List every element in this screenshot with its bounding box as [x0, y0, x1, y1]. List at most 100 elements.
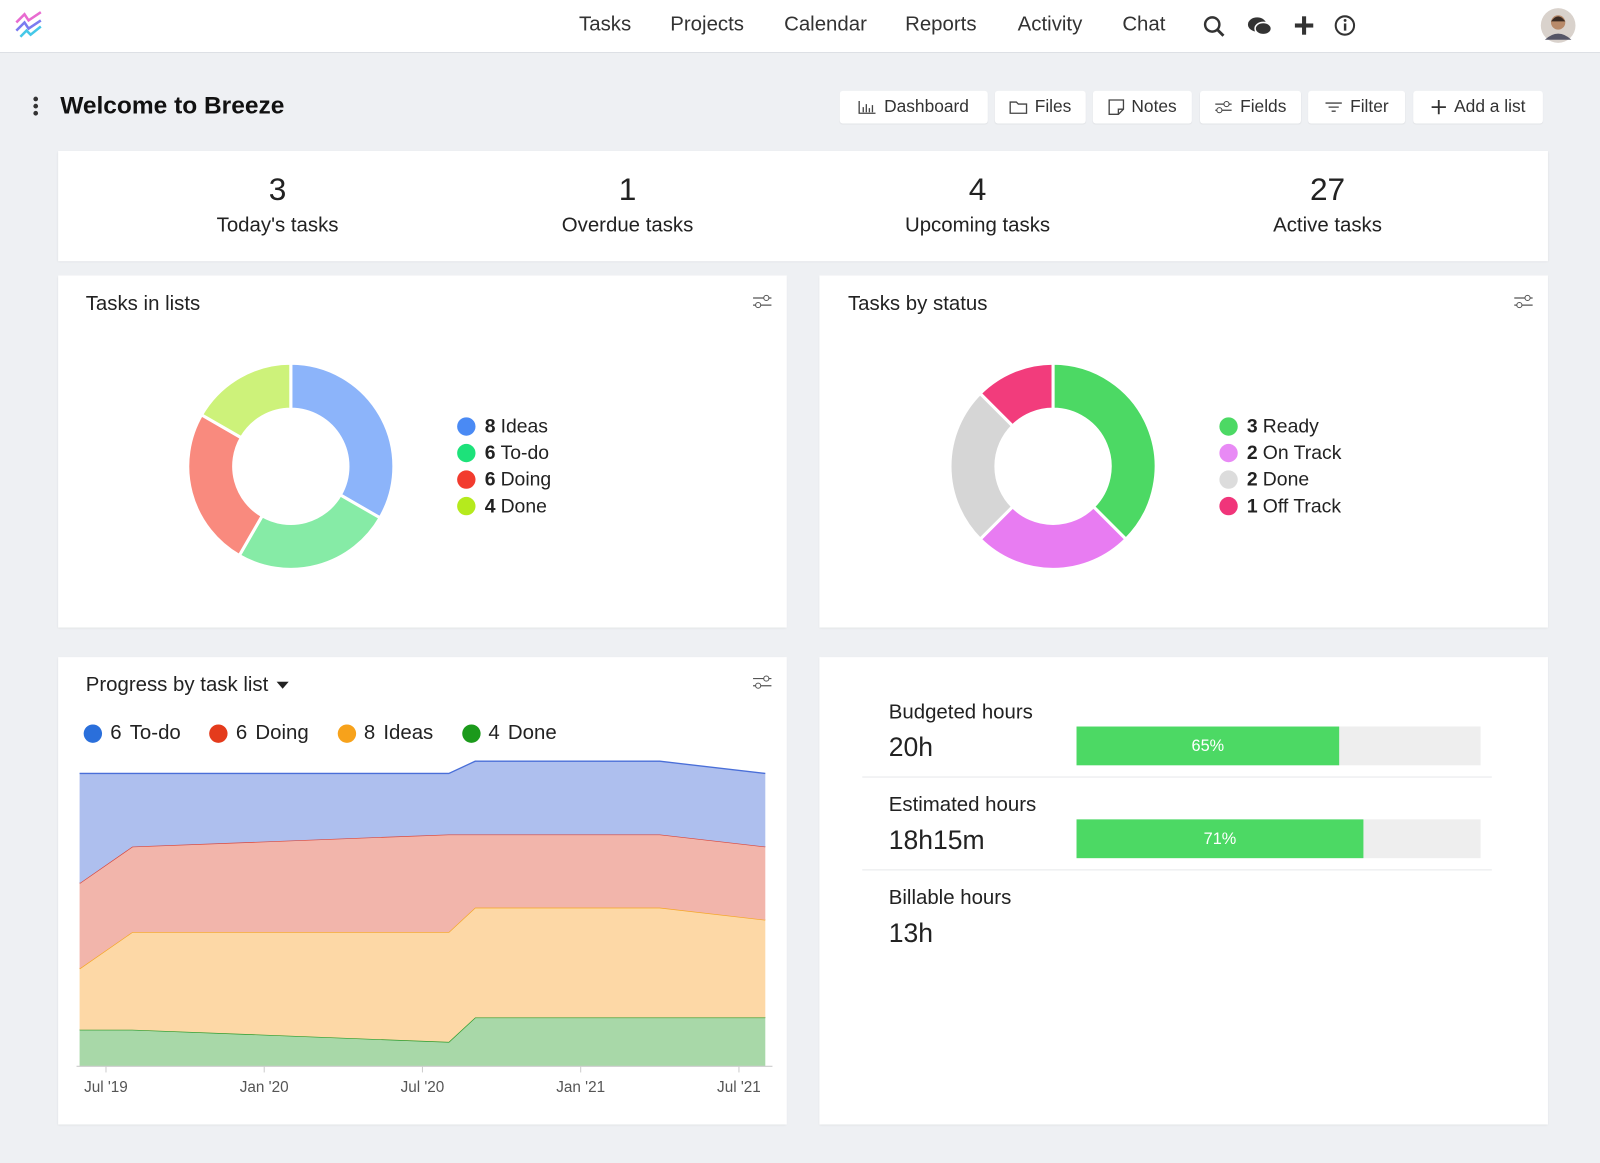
legend-dot	[1219, 417, 1238, 436]
add-list-button[interactable]: Add a list	[1413, 90, 1543, 124]
notes-button[interactable]: Notes	[1092, 90, 1192, 124]
nav-item[interactable]: Calendar	[784, 13, 867, 36]
legend-dot	[461, 723, 481, 743]
title-text: Progress by task list	[85, 673, 269, 696]
progress-fill	[1076, 819, 1364, 859]
legend: 6 To-do 6 Doing 8 Ideas 4 Done	[83, 721, 557, 744]
legend-label: Ideas	[501, 416, 548, 438]
nav-item[interactable]: Tasks	[579, 13, 632, 36]
progress-label: 71%	[1204, 830, 1237, 848]
legend-item: 8 Ideas	[337, 721, 433, 744]
hours-label: Billable hours	[888, 886, 1012, 910]
slice	[199, 361, 293, 440]
card-title: Tasks by status	[847, 292, 988, 316]
icon	[1431, 99, 1446, 115]
stat-value: 3	[268, 171, 287, 208]
legend-count: 2	[1247, 442, 1258, 464]
nav-icons	[1203, 15, 1356, 37]
tasks-by-status-card	[819, 275, 1548, 628]
tasks-in-lists-card	[58, 275, 787, 628]
stat: 1 Overdue tasks	[474, 171, 780, 237]
legend-label: Ideas	[383, 721, 434, 744]
legend-dot	[83, 723, 103, 743]
separator	[862, 776, 1492, 778]
slice	[1051, 361, 1158, 542]
hours-value: 18h15m	[888, 824, 985, 856]
files-button[interactable]: Files	[994, 90, 1086, 124]
legend-count: 2	[1247, 469, 1258, 491]
area-edge	[79, 760, 766, 775]
legend-dot	[1219, 443, 1238, 463]
icon	[858, 101, 876, 114]
fields-button[interactable]: Fields	[1199, 90, 1302, 124]
dashboard-button[interactable]: Dashboard	[839, 90, 988, 124]
legend-dot	[457, 496, 476, 516]
progress-label: 65%	[1192, 737, 1225, 755]
slice	[978, 504, 1129, 571]
legend-count: 8	[485, 416, 496, 438]
button-label: Add a list	[1454, 96, 1526, 117]
stat-label: Today's tasks	[216, 214, 339, 237]
slice	[978, 361, 1055, 429]
search-icon[interactable]	[1203, 16, 1225, 37]
separator	[862, 869, 1492, 871]
settings-icon[interactable]	[753, 675, 772, 689]
legend-count: 4	[488, 721, 500, 744]
nav-item[interactable]: Activity	[1017, 13, 1083, 36]
x-tick-label: Jan '21	[556, 1079, 605, 1096]
button-label: Dashboard	[884, 96, 969, 117]
chat-icon[interactable]	[1247, 17, 1273, 36]
menu-dots[interactable]	[31, 95, 41, 119]
legend-dot	[457, 417, 476, 436]
avatar[interactable]	[1540, 7, 1577, 44]
stat-label: Overdue tasks	[561, 214, 694, 237]
legend-count: 6	[485, 469, 496, 491]
legend-dot	[457, 470, 476, 489]
card-title[interactable]: Progress by task list	[86, 673, 289, 696]
slice	[186, 412, 265, 558]
legend-count: 1	[1247, 495, 1258, 517]
area	[79, 834, 766, 969]
logo[interactable]	[14, 10, 45, 41]
area	[79, 907, 766, 1042]
legend-label: Off Track	[1263, 495, 1342, 517]
card-title: Tasks in lists	[85, 292, 201, 316]
area	[79, 761, 766, 884]
page-title: Welcome to Breeze	[60, 91, 285, 120]
slice	[289, 361, 396, 520]
hours-label: Budgeted hours	[888, 701, 1033, 724]
stat-value: 27	[1309, 171, 1346, 208]
filter-button[interactable]: Filter	[1308, 90, 1406, 124]
legend-count: 3	[1247, 416, 1258, 438]
legend-label: Done	[1263, 469, 1309, 491]
caret	[276, 681, 289, 689]
legend-label: To-do	[129, 721, 181, 744]
nav-item[interactable]: Reports	[905, 13, 977, 36]
stat: 27 Active tasks	[1174, 171, 1480, 237]
legend-item: 4 Done	[461, 721, 557, 744]
legend-dot	[209, 723, 228, 743]
settings-icon[interactable]	[753, 294, 772, 309]
info-icon[interactable]	[1334, 15, 1356, 36]
legend-count: 8	[363, 721, 376, 744]
legend-count: 6	[110, 721, 122, 744]
icon	[1009, 101, 1028, 114]
stat-value: 1	[618, 171, 637, 208]
stat-label: Upcoming tasks	[904, 214, 1051, 237]
stat-label: Active tasks	[1273, 214, 1382, 237]
nav-item[interactable]: Projects	[670, 13, 744, 36]
legend-label: Doing	[255, 721, 309, 744]
stat: 3 Today's tasks	[124, 171, 430, 237]
icon	[1325, 102, 1342, 112]
legend-count: 6	[485, 442, 496, 464]
nav-item[interactable]: Chat	[1122, 13, 1166, 36]
button-label: Notes	[1131, 96, 1177, 117]
add-icon[interactable]	[1294, 16, 1314, 35]
icon	[1108, 99, 1124, 115]
x-tick-label: Jul '21	[717, 1079, 761, 1096]
legend-label: On Track	[1263, 442, 1342, 464]
settings-icon[interactable]	[1514, 294, 1533, 309]
hours-value: 20h	[888, 731, 934, 763]
top-bar: Tasks Projects Calendar Reports Activity…	[0, 0, 1600, 54]
